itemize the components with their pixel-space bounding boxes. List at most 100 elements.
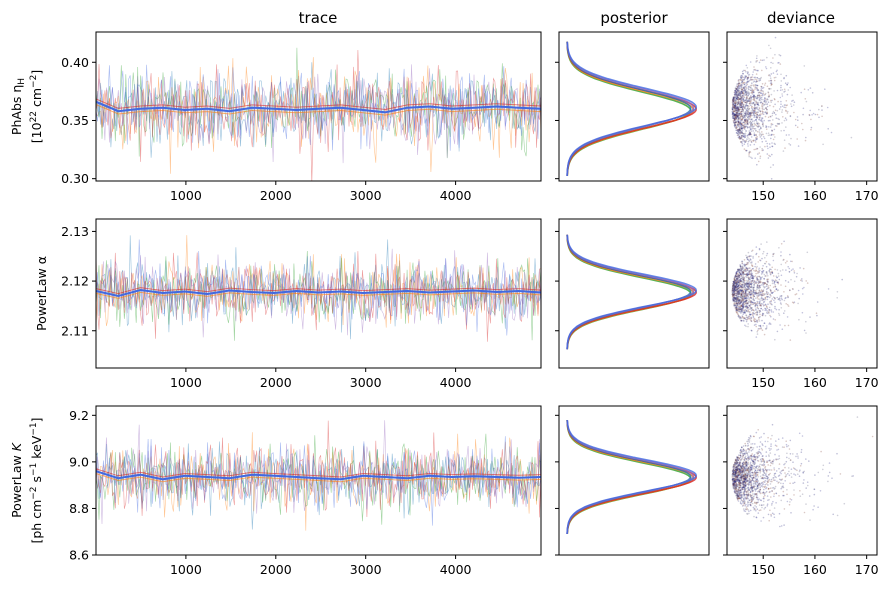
deviance-point — [741, 94, 743, 97]
deviance-point — [734, 118, 737, 120]
deviance-point — [745, 497, 748, 500]
deviance-point — [741, 487, 744, 489]
deviance-point — [762, 136, 765, 138]
deviance-point — [778, 463, 781, 465]
deviance-point — [740, 479, 743, 482]
deviance-point — [734, 305, 737, 307]
deviance-point — [758, 289, 761, 292]
deviance-point — [774, 103, 776, 106]
deviance-point — [762, 500, 765, 503]
deviance-point — [741, 296, 743, 299]
deviance-point — [763, 476, 766, 479]
deviance-point — [786, 493, 788, 496]
deviance-point — [778, 495, 780, 497]
deviance-point — [745, 91, 747, 93]
deviance-point — [739, 467, 742, 470]
deviance-point — [786, 104, 788, 106]
deviance-point — [762, 497, 765, 500]
deviance-point — [798, 318, 800, 321]
deviance-point — [768, 95, 770, 97]
deviance-point — [732, 466, 734, 469]
deviance-point — [768, 474, 770, 476]
deviance-point — [766, 273, 768, 275]
deviance-point — [754, 493, 757, 495]
deviance-point — [739, 484, 741, 486]
deviance-point — [773, 112, 776, 114]
deviance-point — [766, 311, 768, 314]
deviance-point — [749, 494, 752, 497]
deviance-point — [738, 314, 740, 317]
deviance-point — [733, 490, 736, 493]
deviance-point — [741, 470, 743, 473]
deviance-point — [753, 102, 755, 104]
deviance-point — [745, 483, 747, 486]
deviance-point — [751, 488, 754, 490]
deviance-point — [732, 470, 735, 473]
deviance-point — [767, 487, 770, 490]
deviance-point — [760, 294, 763, 296]
deviance-point — [784, 297, 786, 300]
deviance-point — [803, 329, 806, 332]
deviance-point — [764, 111, 766, 114]
deviance-point — [758, 498, 760, 500]
deviance-point — [753, 112, 756, 114]
deviance-point — [739, 141, 742, 143]
deviance-point — [737, 456, 739, 458]
deviance-point — [788, 503, 791, 506]
deviance-point — [737, 121, 740, 123]
deviance-point — [739, 265, 742, 268]
deviance-point — [739, 470, 741, 473]
deviance-point — [739, 133, 741, 135]
deviance-point — [746, 285, 749, 287]
deviance-point — [743, 124, 745, 127]
deviance-point — [771, 272, 773, 274]
deviance-point — [735, 298, 737, 301]
deviance-point — [745, 282, 748, 284]
deviance-point — [746, 81, 748, 83]
deviance-point — [740, 317, 743, 320]
deviance-point — [742, 277, 745, 279]
deviance-point — [734, 477, 736, 480]
deviance-point — [761, 281, 764, 284]
deviance-point — [734, 113, 737, 116]
deviance-point — [750, 97, 753, 99]
deviance-point — [749, 61, 752, 63]
deviance-point — [755, 269, 757, 271]
deviance-point — [741, 283, 743, 286]
deviance-point — [758, 294, 761, 296]
deviance-point — [799, 267, 801, 269]
deviance-point — [746, 95, 748, 98]
deviance-point — [749, 455, 752, 458]
deviance-point — [738, 479, 741, 481]
deviance-point — [735, 297, 737, 299]
deviance-point — [787, 281, 790, 283]
deviance-point — [744, 478, 747, 480]
deviance-point — [755, 478, 757, 481]
deviance-point — [736, 112, 739, 114]
deviance-point — [739, 282, 742, 285]
deviance-point — [741, 270, 743, 273]
deviance-point — [742, 91, 744, 94]
deviance-point — [742, 106, 745, 108]
deviance-point — [758, 94, 760, 97]
deviance-point — [770, 303, 773, 305]
trace-xtick-label-0-1: 2000 — [260, 188, 292, 203]
deviance-point — [745, 299, 748, 302]
deviance-point — [752, 309, 754, 311]
deviance-point — [756, 283, 759, 286]
deviance-point — [770, 79, 773, 82]
deviance-point — [852, 475, 854, 477]
deviance-point — [746, 276, 748, 279]
deviance-point — [739, 468, 741, 471]
deviance-point — [805, 332, 807, 334]
deviance-point — [831, 477, 833, 480]
deviance-point — [783, 463, 785, 466]
deviance-point — [772, 110, 775, 113]
deviance-point — [746, 76, 749, 79]
deviance-point — [751, 477, 754, 480]
deviance-point — [749, 270, 751, 272]
deviance-point — [739, 481, 742, 484]
deviance-point — [761, 464, 763, 466]
deviance-point — [740, 304, 743, 307]
deviance-point — [731, 473, 734, 476]
